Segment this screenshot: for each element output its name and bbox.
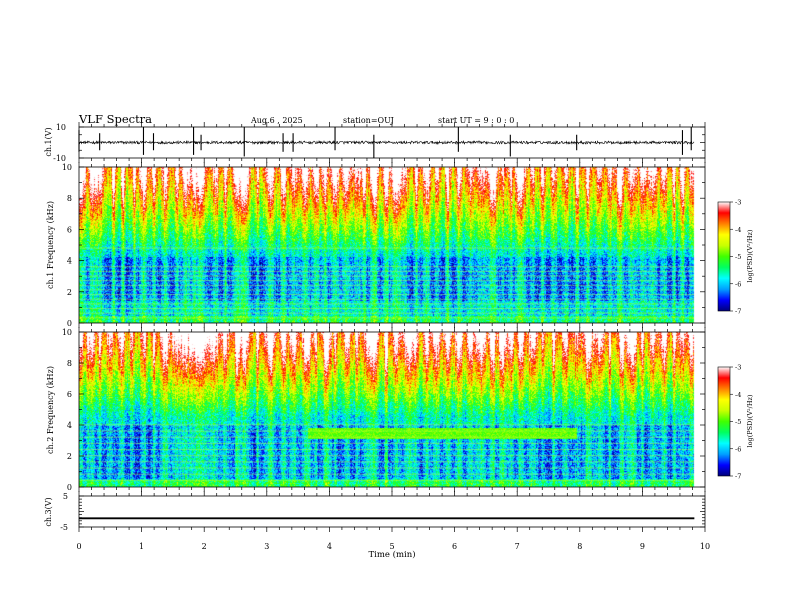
frequency-tick-label: 4 [67, 421, 72, 430]
time-tick-label: 10 [700, 542, 710, 551]
ch3-waveform-ylabel: ch.3(V) [44, 497, 53, 526]
ch2-spectrogram-ylabel: ch.2 Frequency (kHz) [46, 366, 55, 454]
ch1-spectrogram-ticks [78, 162, 706, 328]
ch1-spectrogram-ylabel: ch.1 Frequency (kHz) [46, 201, 55, 289]
ch2-colorbar-label: log(PSD)(V²/Hz) [746, 394, 754, 447]
colorbar-tick-label: -7 [735, 473, 741, 481]
ch1-ytick-bottom: -10 [53, 154, 66, 163]
time-tick-label: 0 [76, 542, 81, 551]
ch2-frequency-tick-labels: 0 2 4 6 8 10 [62, 328, 72, 492]
frequency-tick-label: 6 [67, 390, 72, 399]
frequency-tick-label: 0 [67, 483, 72, 492]
ch1-frequency-tick-labels: 0 2 4 6 8 10 [62, 163, 72, 328]
colorbar-tick-label: -5 [735, 253, 741, 261]
frequency-tick-label: 2 [67, 452, 72, 461]
ch3-waveform-frame [78, 495, 706, 528]
frequency-tick-label: 6 [67, 225, 72, 234]
ch1-waveform-panel: 10 -10 ch.1(V) [44, 122, 706, 163]
ch1-spectrogram-image [79, 167, 705, 323]
colorbar-tick-label: -3 [735, 364, 741, 372]
ch1-noise-trace [79, 139, 695, 146]
ch2-spectrogram-image [79, 332, 705, 487]
colorbar-tick-label: -7 [735, 308, 741, 316]
frequency-tick-label: 8 [67, 359, 72, 368]
start-time-label: start UT = 9 : 0 : 0 [438, 116, 514, 125]
colorbar-tick-label: -6 [735, 280, 741, 288]
ch3-ytick-top: 5 [63, 492, 68, 501]
frequency-tick-label: 10 [62, 328, 72, 337]
ch1-colorbar: -3 -4 -5 -6 -7 log(PSD)(V²/Hz) [717, 199, 754, 316]
time-tick-label: 2 [202, 542, 207, 551]
ch2-spectrogram-panel: 0 2 4 6 8 10 ch.2 Frequency (kHz) [46, 327, 706, 492]
ch2-colorbar-scale [717, 366, 731, 477]
ch1-spectrogram-panel: 0 2 4 6 8 10 ch.1 Frequency (kHz) [46, 162, 706, 328]
time-tick-label: 4 [327, 542, 332, 551]
ch2-colorbar: -3 -4 -5 -6 -7 log(PSD)(V²/Hz) [717, 364, 754, 481]
frequency-tick-label: 4 [67, 257, 72, 266]
time-tick-label: 6 [452, 542, 457, 551]
ch3-ytick-bottom: -5 [60, 523, 68, 532]
colorbar-tick-label: -5 [735, 418, 741, 426]
colorbar-tick-label: -6 [735, 445, 741, 453]
colorbar-tick-label: -4 [735, 391, 741, 399]
time-tick-label: 3 [264, 542, 269, 551]
ch3-waveform-ticks [78, 491, 706, 532]
ch1-colorbar-tick-labels: -3 -4 -5 -6 -7 [730, 199, 741, 316]
time-axis-label: Time (min) [368, 549, 415, 560]
date-label: Aug.6 , 2025 [250, 116, 303, 125]
frequency-tick-label: 0 [67, 319, 72, 328]
time-tick-label: 5 [389, 542, 394, 551]
ch1-colorbar-label: log(PSD)(V²/Hz) [746, 229, 754, 282]
ch1-ytick-top: 10 [56, 123, 66, 132]
figure-title: VLF Spectra [78, 112, 152, 126]
ch2-colorbar-tick-labels: -3 -4 -5 -6 -7 [730, 364, 741, 481]
time-tick-label: 9 [640, 542, 645, 551]
frequency-tick-label: 8 [67, 194, 72, 203]
colorbar-tick-label: -4 [735, 226, 741, 234]
time-tick-label: 7 [515, 542, 520, 551]
colorbar-tick-label: -3 [735, 199, 741, 207]
ch1-waveform-ylabel: ch.1(V) [44, 127, 53, 156]
frequency-tick-label: 10 [62, 163, 72, 172]
time-axis-tick-labels: 0 1 2 3 4 5 6 7 8 9 10 [76, 542, 710, 551]
station-label: station=OUJ [343, 116, 394, 125]
ch2-spectrogram-ticks [78, 327, 706, 492]
ch1-colorbar-scale [717, 201, 731, 312]
time-tick-label: 1 [139, 542, 144, 551]
frequency-tick-label: 2 [67, 288, 72, 297]
ch3-waveform-panel: 5 -5 ch.3(V) [44, 491, 706, 532]
ch1-waveform-trace [78, 127, 695, 158]
time-tick-label: 8 [577, 542, 582, 551]
